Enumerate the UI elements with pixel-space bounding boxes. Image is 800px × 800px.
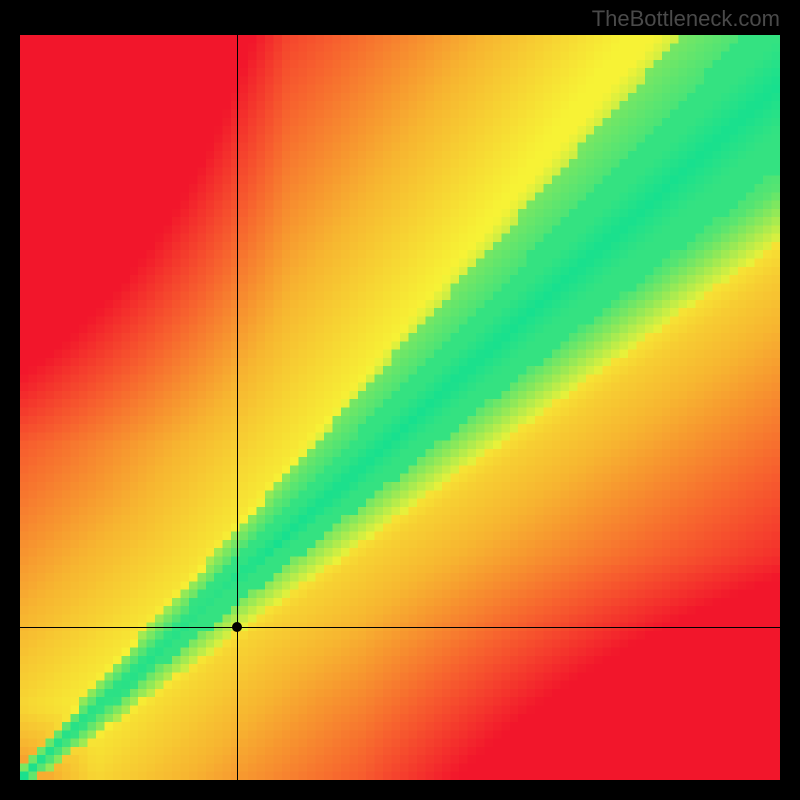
- crosshair-horizontal: [20, 627, 780, 628]
- heatmap-plot: [20, 35, 780, 780]
- crosshair-marker: [232, 622, 242, 632]
- crosshair-vertical: [237, 35, 238, 780]
- watermark-text: TheBottleneck.com: [592, 6, 780, 32]
- heatmap-canvas: [20, 35, 780, 780]
